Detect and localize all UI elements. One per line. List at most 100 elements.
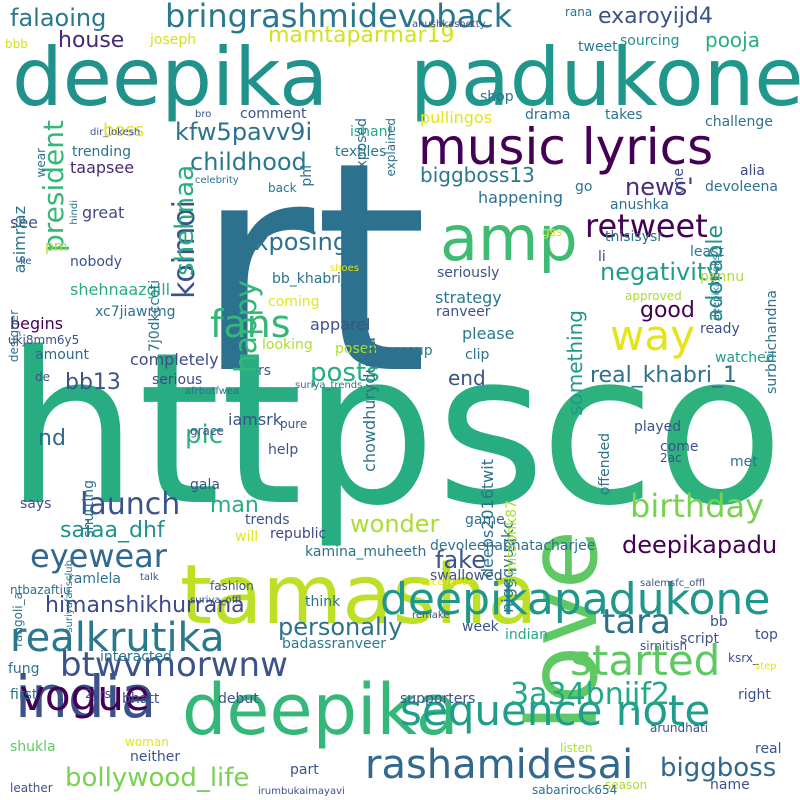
word: see	[10, 213, 39, 232]
word: challenge	[705, 114, 773, 130]
word: https	[5, 307, 546, 552]
word: met	[730, 454, 758, 470]
word: republic	[270, 526, 327, 542]
word: strategy	[435, 288, 502, 307]
word: serious	[152, 372, 203, 388]
word: gss	[542, 225, 563, 239]
word: deepikapadukone	[380, 574, 771, 625]
word: bb_khabri_	[272, 271, 348, 287]
word: ready	[700, 321, 740, 337]
word: please	[462, 324, 515, 343]
word: devoleenabhatacharjee	[430, 538, 596, 554]
word: step	[755, 661, 777, 672]
word: wonder	[350, 510, 440, 538]
word: week	[462, 619, 499, 635]
word: deepika	[182, 669, 459, 751]
word: ishani	[350, 124, 392, 140]
word: real_khabri_1	[590, 363, 737, 388]
word: offended	[597, 433, 613, 496]
word: posen	[335, 341, 378, 357]
word: amount	[35, 347, 90, 363]
word: birthday	[630, 487, 765, 525]
word: will	[235, 529, 259, 545]
word: played	[634, 419, 682, 435]
word: nd	[38, 426, 66, 451]
word: celebrity	[195, 175, 239, 186]
word: fashion	[210, 579, 254, 593]
word: posts	[310, 358, 380, 388]
word: gala	[190, 477, 220, 493]
word: shehnaazgill	[70, 280, 171, 299]
word: bringrashmidevoback	[165, 0, 513, 35]
word: drama	[525, 107, 571, 123]
word: coming	[268, 294, 320, 310]
word: ksrx_	[728, 651, 759, 665]
word: help	[268, 442, 299, 458]
word: house	[58, 28, 125, 53]
word: pullingos	[420, 108, 493, 127]
word: bb	[710, 614, 728, 630]
word: ntbazaftiu	[10, 583, 71, 597]
word: ke	[20, 256, 32, 267]
word: great	[82, 203, 125, 222]
word: fung	[8, 661, 40, 677]
word: pure	[280, 417, 308, 431]
word: says	[20, 496, 52, 512]
word: leather	[10, 781, 53, 795]
word: listen	[560, 741, 593, 755]
word: textiles	[335, 144, 387, 160]
word: music lyrics	[418, 118, 714, 176]
word: childhood	[190, 148, 307, 176]
word: bro	[195, 109, 212, 120]
word: comment	[240, 106, 307, 122]
word: rs	[258, 363, 272, 379]
word: name	[710, 777, 750, 793]
word: shop	[480, 89, 514, 105]
word: think	[305, 594, 341, 610]
word: exposed	[354, 118, 370, 177]
word: pm	[45, 239, 68, 255]
word: right	[738, 687, 771, 703]
word: anushka	[610, 197, 669, 213]
word: excellence	[420, 577, 474, 588]
word: li	[598, 249, 606, 265]
word: happy	[229, 280, 264, 374]
word: real	[755, 741, 782, 757]
word: anushkashetty	[412, 19, 486, 30]
word: de	[35, 370, 50, 384]
word: badassranveer	[282, 636, 386, 652]
word: negativity	[600, 258, 721, 286]
word: neither	[130, 749, 181, 765]
word: bb13	[65, 370, 121, 395]
word: nobody	[70, 254, 123, 270]
word: wear	[34, 148, 48, 178]
word: news'	[625, 173, 694, 201]
word: something	[563, 310, 587, 416]
word: grace	[190, 424, 224, 438]
word: trending	[72, 144, 131, 160]
word: approved	[625, 289, 682, 303]
word: tweet	[578, 39, 618, 55]
word: shutting	[81, 480, 97, 538]
word: btwvmorwnw	[60, 645, 288, 685]
word: swallowed	[430, 568, 503, 584]
word: top	[755, 627, 778, 643]
word: end	[448, 366, 486, 390]
word: deepikapadu	[622, 531, 778, 559]
word: irumbukaimayavi	[258, 786, 345, 797]
word: fans	[210, 302, 291, 346]
word: debut	[218, 691, 259, 707]
word: saiaa_dhf	[60, 518, 165, 543]
word: thisisysr	[605, 229, 664, 245]
word: explained	[384, 118, 398, 177]
word: indian	[505, 627, 548, 643]
word: exposing	[240, 228, 349, 256]
word: kfw5pavv9i	[175, 118, 313, 146]
word: clip	[465, 347, 490, 363]
word: trends	[245, 512, 290, 528]
word: shukla	[10, 739, 56, 755]
word: biggboss	[660, 753, 777, 783]
word: first	[10, 687, 38, 703]
word: pic	[185, 420, 224, 450]
word: devoleena	[705, 179, 778, 195]
